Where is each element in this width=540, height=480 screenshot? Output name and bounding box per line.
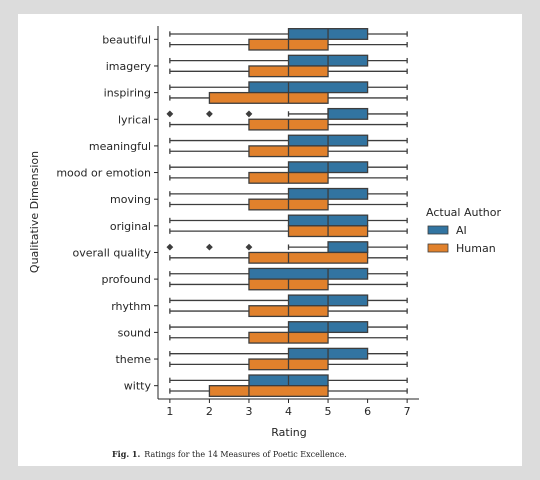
caption-label: Fig. 1. [112, 449, 141, 459]
box-profound-human [169, 278, 408, 291]
box-mood-or-emotion-ai [169, 161, 408, 174]
outlier-point [206, 110, 213, 118]
legend-label-human: Human [456, 242, 496, 255]
legend-title: Actual Author [426, 206, 501, 219]
y-tick-label: profound [101, 273, 151, 286]
box-lyrical-human [169, 118, 408, 131]
outlier-point [166, 243, 174, 251]
y-tick-label: imagery [106, 60, 152, 73]
box-overall-quality-ai [166, 241, 408, 254]
box-moving-human [169, 198, 408, 211]
y-tick-label: mood or emotion [56, 167, 151, 180]
box-profound-ai [169, 267, 408, 280]
x-tick-label: 6 [364, 405, 371, 418]
y-tick-label: theme [115, 353, 151, 366]
y-tick-label: lyrical [118, 113, 151, 126]
box-iqr [248, 81, 369, 94]
y-tick-label: moving [110, 193, 151, 206]
box-meaningful-ai [169, 134, 408, 147]
y-tick-label: meaningful [89, 140, 151, 153]
y-tick-label: overall quality [72, 246, 151, 259]
box-sound-ai [169, 321, 408, 334]
box-rhythm-human [169, 305, 408, 318]
y-tick-label: beautiful [102, 33, 151, 46]
box-original-ai [169, 214, 408, 227]
y-axis-label: Qualitative Dimension [28, 151, 41, 273]
box-iqr [248, 251, 369, 264]
x-tick-label: 3 [245, 405, 252, 418]
x-tick-label: 7 [404, 405, 411, 418]
box-rhythm-ai [169, 294, 408, 307]
box-imagery-ai [169, 54, 408, 67]
box-sound-human [169, 331, 408, 344]
legend-swatch-human [427, 243, 449, 253]
box-moving-ai [169, 187, 408, 200]
y-tick-label: witty [124, 380, 152, 393]
box-inspiring-ai [169, 81, 408, 94]
box-iqr [208, 385, 329, 397]
box-original-human [169, 225, 408, 238]
box-inspiring-human [169, 91, 408, 104]
x-tick-label: 2 [206, 405, 213, 418]
box-beautiful-ai [169, 28, 408, 40]
box-meaningful-human [169, 145, 408, 158]
box-theme-human [169, 358, 408, 371]
box-iqr [327, 241, 369, 254]
box-witty-human [169, 385, 408, 397]
legend-label-ai: AI [456, 224, 467, 237]
y-tick-label: sound [118, 326, 151, 339]
box-imagery-human [169, 65, 408, 78]
figure-caption: Fig. 1. Ratings for the 14 Measures of Po… [112, 449, 347, 459]
box-mood-or-emotion-human [169, 171, 408, 184]
x-tick-label: 1 [166, 405, 173, 418]
legend-swatch-ai [427, 225, 449, 235]
y-tick-label: original [110, 220, 151, 233]
outlier-point [245, 243, 253, 251]
legend: Actual Author AI Human [426, 206, 501, 255]
outlier-point [166, 110, 174, 118]
x-tick-label: 5 [325, 405, 332, 418]
box-lyrical-ai [166, 107, 408, 120]
x-axis-label: Rating [271, 426, 306, 439]
box-iqr [248, 267, 369, 280]
outlier-point [245, 110, 253, 118]
caption-text: Ratings for the 14 Measures of Poetic Ex… [144, 450, 347, 459]
box-overall-quality-human [169, 251, 408, 264]
outlier-point [206, 243, 213, 251]
box-theme-ai [169, 347, 408, 360]
y-tick-label: rhythm [111, 300, 151, 313]
x-tick-label: 4 [285, 405, 292, 418]
box-iqr [208, 91, 329, 104]
y-tick-label: inspiring [104, 87, 151, 100]
box-beautiful-human [169, 38, 408, 51]
box-witty-ai [169, 374, 408, 387]
box-iqr [327, 107, 369, 120]
